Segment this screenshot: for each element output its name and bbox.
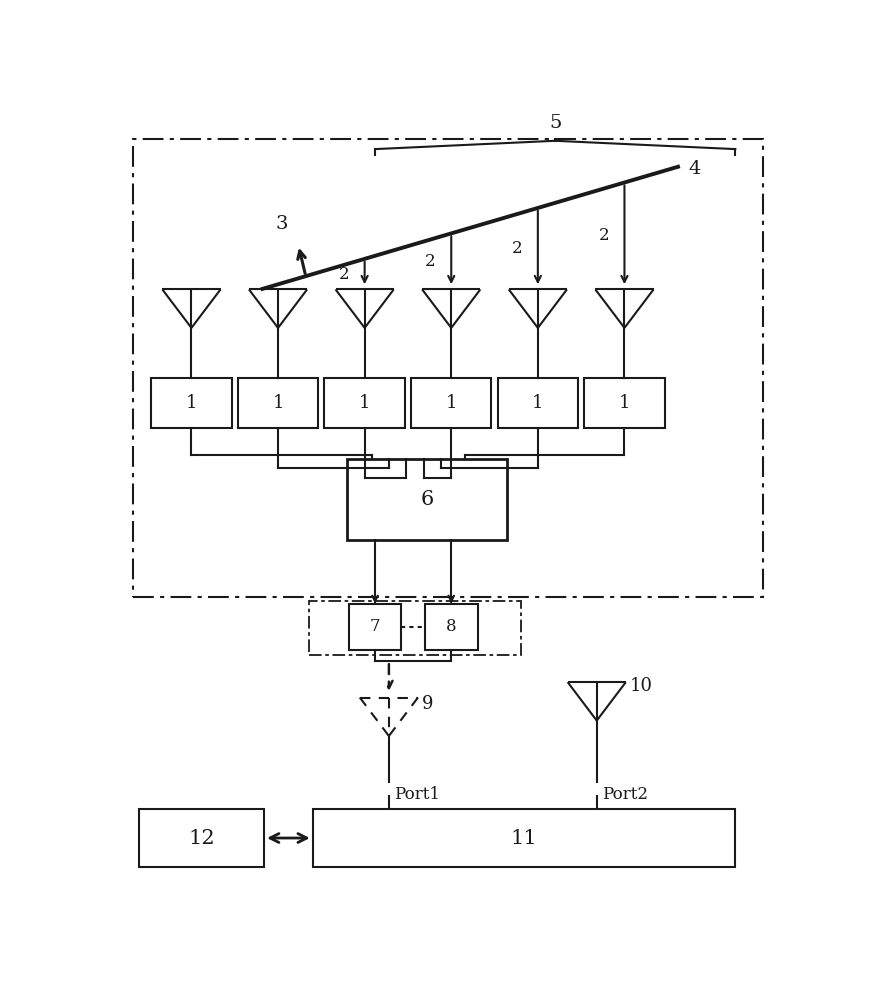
- Bar: [238, 378, 318, 428]
- Text: 1: 1: [273, 394, 283, 412]
- Bar: [151, 378, 232, 428]
- Bar: [349, 604, 401, 650]
- Text: 12: 12: [189, 829, 215, 848]
- Text: 2: 2: [426, 253, 435, 270]
- Bar: [139, 809, 265, 867]
- Bar: [325, 378, 405, 428]
- Text: 4: 4: [688, 160, 701, 178]
- Text: 2: 2: [339, 266, 350, 283]
- Bar: [411, 378, 492, 428]
- Bar: [347, 459, 507, 540]
- Text: 10: 10: [630, 677, 653, 695]
- Text: 1: 1: [532, 394, 544, 412]
- Text: 11: 11: [510, 829, 537, 848]
- Text: Port1: Port1: [394, 786, 441, 803]
- Bar: [309, 601, 520, 655]
- Text: 9: 9: [422, 695, 434, 713]
- Text: 1: 1: [619, 394, 630, 412]
- Bar: [313, 809, 735, 867]
- Text: 1: 1: [358, 394, 370, 412]
- Text: 6: 6: [420, 490, 434, 509]
- Text: 3: 3: [275, 215, 288, 233]
- Text: 2: 2: [511, 240, 522, 257]
- Text: 8: 8: [446, 618, 457, 635]
- Bar: [498, 378, 578, 428]
- Bar: [132, 139, 763, 597]
- Text: 2: 2: [598, 227, 609, 244]
- Bar: [425, 604, 477, 650]
- Bar: [585, 378, 664, 428]
- Text: 1: 1: [186, 394, 198, 412]
- Text: Port2: Port2: [603, 786, 648, 803]
- Text: 1: 1: [445, 394, 457, 412]
- Text: 7: 7: [370, 618, 380, 635]
- Text: 5: 5: [549, 114, 561, 132]
